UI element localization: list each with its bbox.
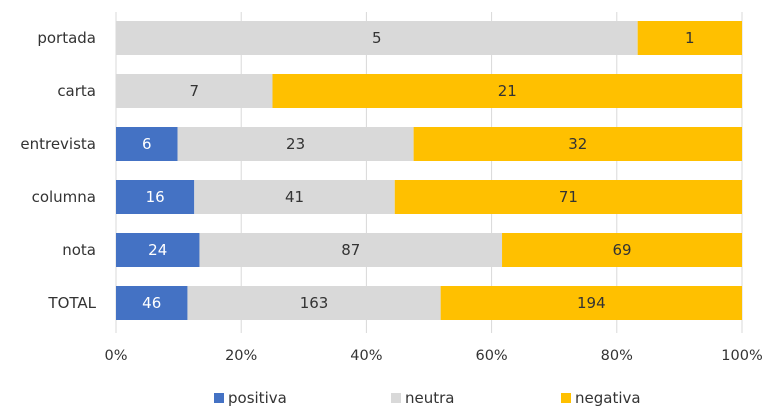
bar-segment-negativa [413, 127, 742, 161]
data-label: 24 [148, 241, 167, 259]
bar-segment-positiva [116, 127, 178, 161]
legend-swatch [561, 393, 571, 403]
bar-segment-positiva [116, 180, 195, 214]
category-label: columna [32, 188, 96, 206]
x-tick-label: 60% [475, 348, 507, 364]
data-label: 32 [568, 135, 587, 153]
data-label: 46 [142, 294, 161, 312]
bar-segment-negativa [440, 286, 742, 320]
data-label: 5 [372, 29, 382, 47]
bar-segment-negativa [394, 180, 742, 214]
bar-segment-neutra [199, 233, 503, 267]
x-tick-label: 40% [350, 348, 382, 364]
data-label: 41 [285, 188, 304, 206]
bar-segment-positiva [116, 233, 200, 267]
data-label: 21 [498, 82, 517, 100]
category-labels: portada carta entrevista columna nota TOTAL [20, 29, 96, 312]
x-tick-label: 0% [104, 348, 127, 364]
bar-segment-neutra [187, 286, 441, 320]
bar-segment-neutra [194, 180, 395, 214]
legend: positiva neutra negativa [214, 389, 641, 407]
data-label: 6 [142, 135, 152, 153]
x-tick-label: 20% [225, 348, 257, 364]
category-label: entrevista [20, 135, 96, 153]
data-label: 7 [189, 82, 199, 100]
data-label: 163 [300, 294, 329, 312]
bar-segment-negativa [502, 233, 742, 267]
category-label: portada [37, 29, 96, 47]
data-label: 16 [146, 188, 165, 206]
category-label: TOTAL [47, 294, 96, 312]
data-label: 71 [559, 188, 578, 206]
bar-segment-neutra [116, 21, 638, 55]
bar-segment-neutra [177, 127, 414, 161]
bar-segment-negativa [637, 21, 742, 55]
gridlines [115, 12, 743, 333]
bar-segment-positiva [116, 286, 188, 320]
data-label: 1 [685, 29, 695, 47]
data-label: 87 [341, 241, 360, 259]
bar-segment-negativa [272, 74, 742, 108]
data-label: 69 [612, 241, 631, 259]
bars: 5 1 7 21 6 23 32 16 41 71 24 87 69 46 163 194 [116, 21, 742, 320]
legend-swatch [214, 393, 224, 403]
legend-label: negativa [575, 389, 641, 407]
data-label: 194 [577, 294, 606, 312]
legend-swatch [391, 393, 401, 403]
data-label: 23 [286, 135, 305, 153]
category-label: nota [62, 241, 96, 259]
x-axis-ticks: 0% 20% 40% 60% 80% 100% [104, 348, 762, 364]
legend-label: positiva [228, 389, 287, 407]
category-label: carta [57, 82, 96, 100]
x-tick-label: 100% [721, 348, 762, 364]
x-tick-label: 80% [601, 348, 633, 364]
legend-label: neutra [405, 389, 454, 407]
bar-segment-neutra [116, 74, 273, 108]
